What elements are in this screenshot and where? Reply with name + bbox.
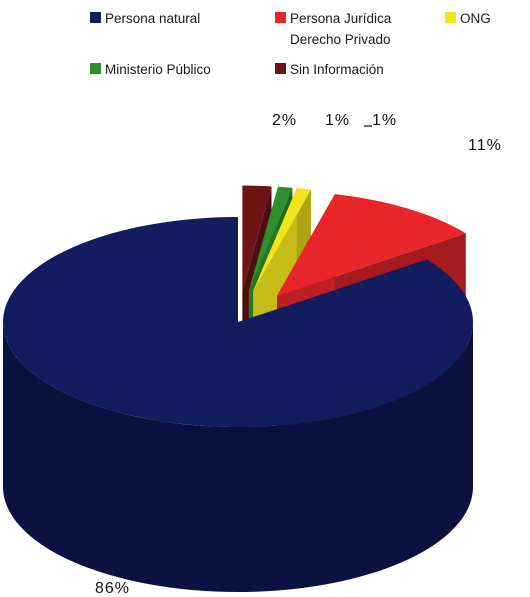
legend-label: Persona Jurídica xyxy=(290,11,392,26)
legend-item-sin-informacion: Sin Información xyxy=(275,62,384,77)
data-label-ong: 1% xyxy=(372,112,397,129)
legend-item-persona-juridica: Persona Jurídica Derecho Privado xyxy=(275,11,392,47)
data-label-persona-juridica-derecho-privado: 11% xyxy=(468,137,502,154)
data-label-ministerio-publico: 1% xyxy=(325,112,350,129)
legend-swatch xyxy=(275,12,286,23)
legend-swatch xyxy=(275,63,286,74)
legend-label: ONG xyxy=(460,11,491,26)
legend-swatch xyxy=(445,12,456,23)
pie-slices xyxy=(2,185,473,592)
chart-legend: Persona natural Persona Jurídica Derecho P… xyxy=(90,11,491,77)
slice-top xyxy=(277,194,466,296)
legend-swatch xyxy=(90,63,101,74)
data-label-sin-informacion: 2% xyxy=(272,112,297,129)
legend-item-ministerio-publico: Ministerio Público xyxy=(90,62,211,77)
legend-label: Ministerio Público xyxy=(105,62,211,77)
legend-label: Sin Información xyxy=(290,62,384,77)
slice-top xyxy=(248,186,293,291)
slice-wall xyxy=(3,322,473,592)
legend-swatch xyxy=(90,12,101,23)
legend-item-persona-natural: Persona natural xyxy=(90,11,200,26)
legend-item-ong: ONG xyxy=(445,11,491,26)
slice-top xyxy=(253,188,311,292)
pie-labels: 86% 11% 2% 1% 1% xyxy=(95,112,502,597)
slice-top xyxy=(242,185,272,291)
data-label-persona-natural: 86% xyxy=(95,580,130,597)
slice-top xyxy=(2,217,473,428)
slice-persona-natural xyxy=(2,217,473,592)
legend-label-line2: Derecho Privado xyxy=(290,32,391,47)
legend-label: Persona natural xyxy=(105,11,200,26)
